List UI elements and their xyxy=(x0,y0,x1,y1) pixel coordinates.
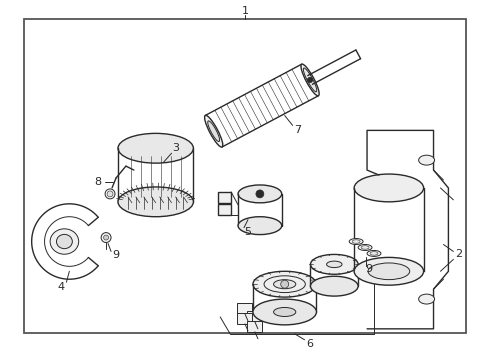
Circle shape xyxy=(107,191,113,197)
Bar xyxy=(247,311,262,322)
Ellipse shape xyxy=(253,299,317,325)
Ellipse shape xyxy=(311,276,358,296)
Text: 6: 6 xyxy=(306,339,313,349)
Ellipse shape xyxy=(370,252,378,255)
Bar xyxy=(218,204,231,215)
Ellipse shape xyxy=(354,174,424,202)
Ellipse shape xyxy=(273,307,296,316)
Circle shape xyxy=(103,235,109,240)
Ellipse shape xyxy=(301,64,319,96)
Ellipse shape xyxy=(361,246,369,249)
Ellipse shape xyxy=(208,121,220,141)
Bar xyxy=(24,19,466,333)
Ellipse shape xyxy=(205,115,223,147)
Text: 5: 5 xyxy=(245,226,251,237)
Ellipse shape xyxy=(253,271,317,297)
Text: 7: 7 xyxy=(294,125,301,135)
Text: 9: 9 xyxy=(366,264,372,274)
Ellipse shape xyxy=(326,261,342,267)
Ellipse shape xyxy=(367,251,381,256)
Circle shape xyxy=(256,190,264,198)
Ellipse shape xyxy=(118,133,194,163)
Ellipse shape xyxy=(418,155,435,165)
Ellipse shape xyxy=(354,257,424,285)
Circle shape xyxy=(105,189,115,199)
Circle shape xyxy=(281,280,289,288)
Bar xyxy=(218,192,231,203)
Ellipse shape xyxy=(238,217,282,235)
Text: 2: 2 xyxy=(455,249,462,260)
Ellipse shape xyxy=(118,187,194,217)
Ellipse shape xyxy=(368,263,410,280)
Ellipse shape xyxy=(50,229,79,254)
Ellipse shape xyxy=(238,185,282,203)
Text: 4: 4 xyxy=(58,282,65,292)
Ellipse shape xyxy=(303,68,317,92)
Text: 3: 3 xyxy=(172,143,179,153)
Ellipse shape xyxy=(349,239,363,244)
Ellipse shape xyxy=(352,240,360,243)
Ellipse shape xyxy=(56,234,73,249)
Text: 1: 1 xyxy=(242,6,248,16)
Ellipse shape xyxy=(311,255,358,274)
Bar xyxy=(247,321,262,332)
Text: 9: 9 xyxy=(112,251,120,260)
Circle shape xyxy=(307,77,313,83)
Ellipse shape xyxy=(264,276,305,293)
Ellipse shape xyxy=(273,280,296,289)
Circle shape xyxy=(101,233,111,243)
Bar xyxy=(237,303,252,314)
Bar xyxy=(237,313,252,324)
Ellipse shape xyxy=(418,294,435,304)
Text: 8: 8 xyxy=(95,177,102,187)
Ellipse shape xyxy=(358,244,372,251)
